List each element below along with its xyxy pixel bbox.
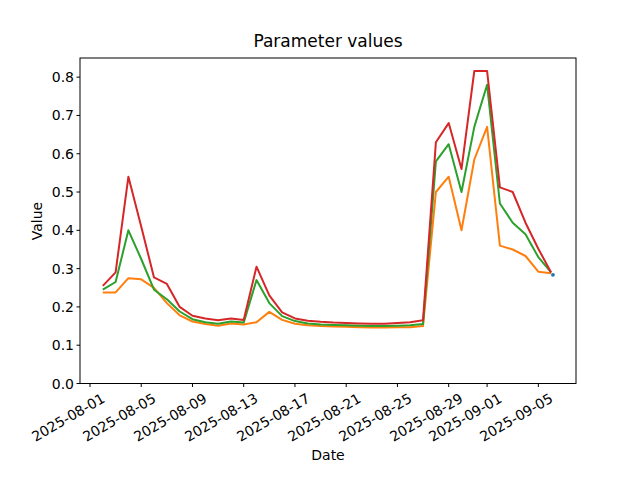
blue-endpoint-marker: [551, 273, 555, 277]
y-tick-label: 0.3: [30, 260, 74, 278]
axes-spines: [80, 58, 576, 384]
y-tick-label: 0.8: [30, 68, 74, 86]
y-tick-label: 0.1: [30, 336, 74, 354]
y-tick-label: 0.7: [30, 106, 74, 124]
red-series-line: [103, 71, 551, 324]
y-tick-label: 0.0: [30, 375, 74, 393]
y-tick-label: 0.5: [30, 183, 74, 201]
figure: Parameter values 0.00.10.20.30.40.50.60.…: [0, 0, 640, 480]
y-axis-label: Value: [29, 202, 45, 240]
y-tick-label: 0.2: [30, 298, 74, 316]
orange-series-line: [103, 127, 551, 328]
x-axis-label: Date: [80, 447, 576, 463]
y-tick-label: 0.6: [30, 145, 74, 163]
